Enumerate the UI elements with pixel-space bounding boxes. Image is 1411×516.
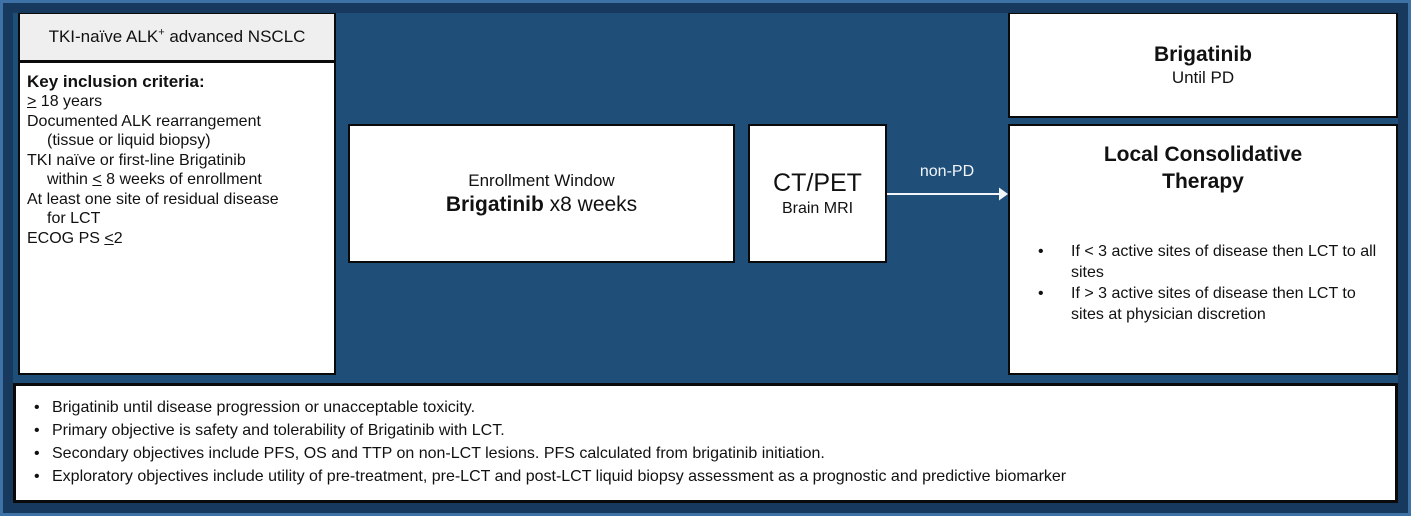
lct-title: Local Consolidative Therapy [1103, 143, 1303, 193]
until-pd-label: Until PD [1171, 67, 1235, 87]
bullet-item: • Secondary objectives include PFS, OS an… [30, 442, 1387, 465]
imaging-assessment-box: CT/PET Brain MRI [748, 124, 887, 263]
bullet-marker: • [34, 468, 40, 485]
bullet-text: Primary objective is safety and tolerabi… [52, 422, 505, 439]
ct-pet-label: CT/PET [773, 168, 862, 197]
brain-mri-label: Brain MRI [781, 199, 854, 217]
bullet-text: Brigatinib until disease progression or … [52, 399, 476, 416]
inclusion-criteria-line: At least one site of residual disease [27, 190, 279, 208]
enrollment-window-label: Enrollment Window [468, 170, 615, 190]
inclusion-criteria-line: > 18 years [27, 93, 103, 110]
bullet-text: Exploratory objectives include utility o… [52, 468, 1067, 485]
lct-bullet-list: • If < 3 active sites of disease then LCT… [1018, 241, 1388, 325]
bullet-item: • If < 3 active sites of disease then LCT… [1038, 241, 1388, 283]
bullet-item: • Exploratory objectives include utility … [30, 465, 1387, 488]
population-box: TKI-naïve ALK+ advanced NSCLC [18, 12, 336, 62]
non-pd-arrow [887, 187, 1008, 201]
bullet-marker: • [34, 422, 40, 439]
bullet-marker: • [34, 399, 40, 416]
inclusion-criteria-line: ECOG PS <2 [27, 229, 123, 247]
brigatinib-title: Brigatinib [1154, 42, 1252, 66]
bullet-marker: • [1038, 285, 1044, 302]
inclusion-criteria-list: > 18 years Documented ALK rearrangement (t… [27, 92, 328, 248]
inclusion-criteria-line: Documented ALK rearrangement [27, 112, 261, 130]
inclusion-criteria-line: for LCT [47, 210, 101, 227]
inclusion-criteria-line: (tissue or liquid biopsy) [47, 132, 211, 149]
population-label: TKI-naïve ALK+ advanced NSCLC [48, 26, 306, 46]
inclusion-criteria-line: TKI naïve or first-line Brigatinib [27, 151, 246, 169]
bullet-text: If > 3 active sites of disease then LCT … [1071, 285, 1356, 323]
enrollment-regimen-label: Brigatinib x8 weeks [445, 192, 638, 216]
bullet-text: If < 3 active sites of disease then LCT … [1071, 243, 1377, 281]
inclusion-criteria-box: Key inclusion criteria: > 18 years Docume… [18, 61, 336, 375]
footnote-bar: • Brigatinib until disease progression or… [13, 383, 1398, 503]
non-pd-arrow-label: non-PD [919, 163, 975, 180]
bullet-item: • Brigatinib until disease progression or… [30, 396, 1387, 419]
bullet-item: • Primary objective is safety and tolerab… [30, 419, 1387, 442]
footnote-bullet-list: • Brigatinib until disease progression or… [30, 396, 1387, 488]
brigatinib-until-pd-box: Brigatinib Until PD [1008, 12, 1398, 118]
bullet-marker: • [1038, 243, 1044, 260]
local-consolidative-therapy-box: Local Consolidative Therapy • If < 3 acti… [1008, 124, 1398, 375]
alk-plus-superscript: + [158, 26, 165, 39]
inclusion-criteria-line: within < 8 weeks of enrollment [47, 171, 262, 188]
bullet-text: Secondary objectives include PFS, OS and… [52, 445, 825, 462]
inclusion-criteria-title: Key inclusion criteria: [27, 72, 205, 91]
enrollment-window-box: Enrollment Window Brigatinib x8 weeks [348, 124, 735, 263]
bullet-marker: • [34, 445, 40, 462]
bullet-item: • If > 3 active sites of disease then LCT… [1038, 283, 1388, 325]
